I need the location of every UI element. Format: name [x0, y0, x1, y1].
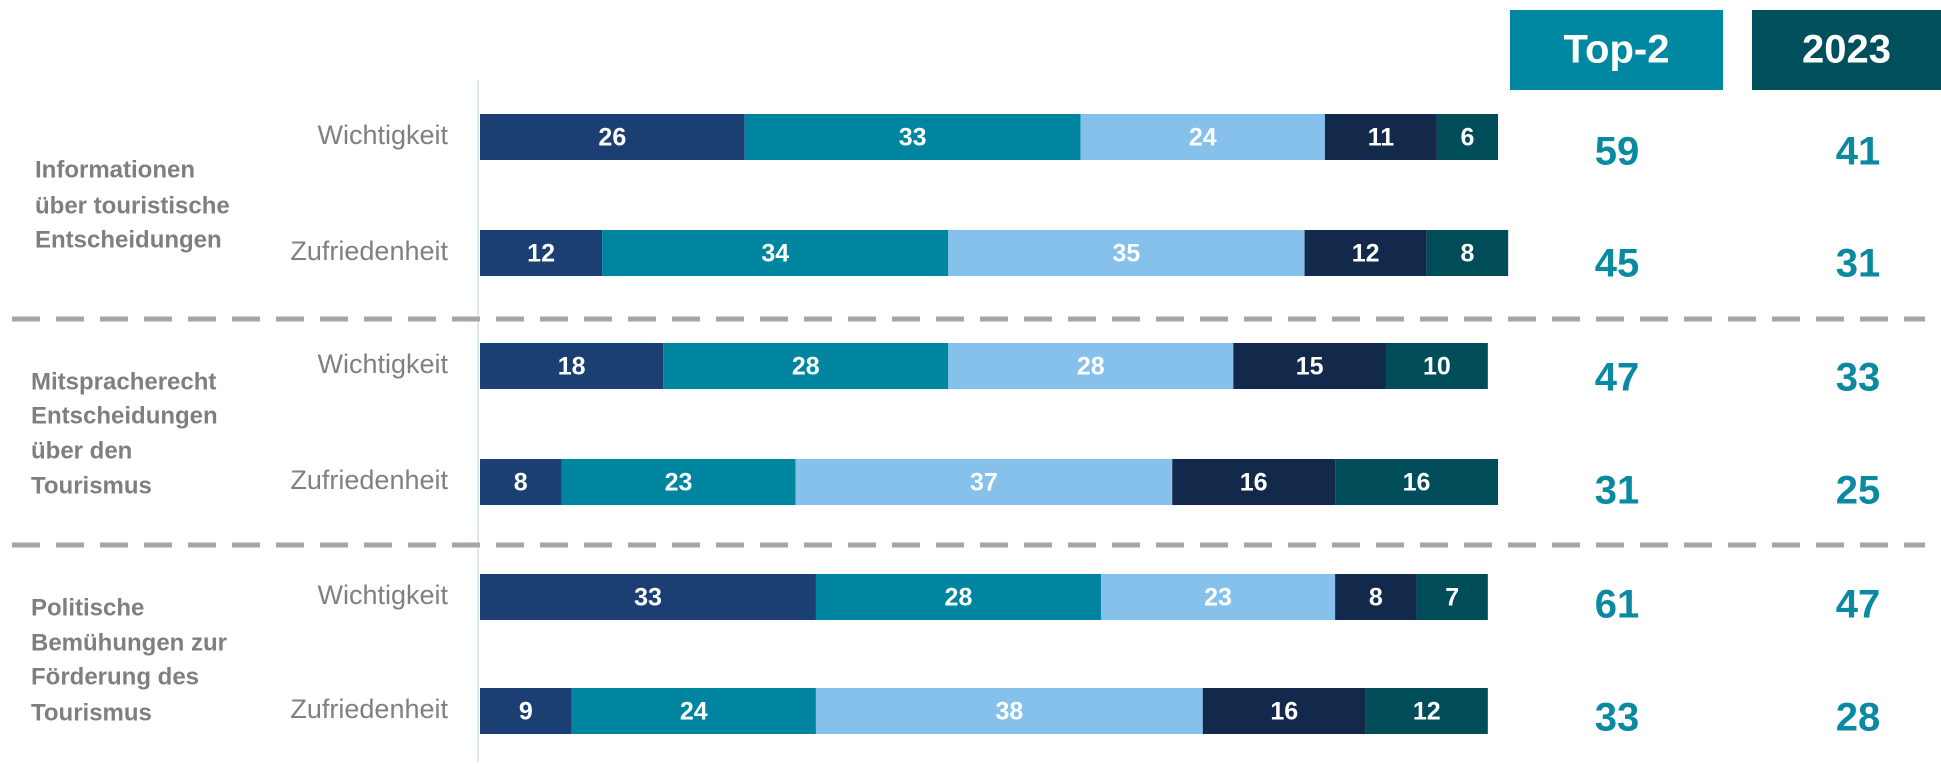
row-label: Zufriedenheit: [290, 236, 448, 266]
column-value: 47: [1836, 583, 1881, 627]
segment-label: 26: [598, 124, 626, 152]
column-header: 2023: [1802, 28, 1891, 72]
column-value: 61: [1595, 583, 1640, 627]
bar-segment: [480, 230, 603, 276]
segment-label: 24: [680, 698, 708, 726]
bar-segment: [795, 459, 1173, 505]
bar-segment: [744, 114, 1081, 160]
bar-segment: [480, 688, 572, 734]
segment-label: 28: [792, 353, 820, 381]
segment-label: 7: [1445, 584, 1459, 612]
column-header: Top-2: [1564, 28, 1670, 72]
segment-label: 24: [1189, 124, 1217, 152]
bar-segment: [1100, 574, 1336, 620]
column-value: 28: [1836, 696, 1881, 740]
bar-segment: [480, 114, 745, 160]
group-label: über den: [31, 437, 132, 464]
bar-segment: [480, 574, 816, 620]
group-label: über touristische: [35, 192, 230, 219]
group-label: Tourismus: [31, 699, 152, 726]
segment-label: 23: [665, 469, 693, 497]
column-value: 47: [1595, 356, 1640, 400]
segment-label: 16: [1270, 698, 1298, 726]
column-value: 59: [1595, 130, 1640, 174]
segment-label: 15: [1296, 353, 1324, 381]
bar-segment: [1386, 343, 1488, 389]
bar-segment: [1416, 574, 1488, 620]
column-value: 31: [1595, 469, 1640, 513]
row-label: Wichtigkeit: [317, 580, 448, 610]
segment-label: 9: [519, 698, 533, 726]
bar-segment: [1202, 688, 1366, 734]
segment-label: 28: [1077, 353, 1105, 381]
bar-segment: [571, 688, 816, 734]
column-value: 45: [1595, 242, 1640, 286]
column-value: 31: [1836, 242, 1881, 286]
segment-label: 23: [1204, 584, 1232, 612]
segment-label: 37: [970, 469, 998, 497]
column-header-box: [1752, 10, 1941, 90]
column-value: 33: [1836, 356, 1881, 400]
column-value: 33: [1595, 696, 1640, 740]
group-label: Mitspracherecht: [31, 368, 216, 395]
row-label: Zufriedenheit: [290, 694, 448, 724]
bar-segment: [561, 459, 796, 505]
column-value: 41: [1836, 130, 1881, 174]
segment-label: 6: [1461, 124, 1475, 152]
segment-label: 33: [634, 584, 662, 612]
segment-label: 12: [527, 240, 555, 268]
bar-segment: [948, 343, 1234, 389]
bar-segment: [815, 574, 1101, 620]
segment-label: 35: [1113, 240, 1141, 268]
segment-label: 16: [1240, 469, 1268, 497]
group-label: Tourismus: [31, 472, 152, 499]
bar-segment: [1080, 114, 1325, 160]
row-label: Zufriedenheit: [290, 465, 448, 495]
bar-segment: [1324, 114, 1437, 160]
bar-segment: [480, 343, 664, 389]
column-header-box: [1510, 10, 1723, 90]
segment-label: 34: [761, 240, 789, 268]
bar-segment: [948, 230, 1305, 276]
segment-label: 33: [899, 124, 927, 152]
bar-segment: [815, 688, 1203, 734]
group-label: Informationen: [35, 156, 195, 183]
segment-label: 8: [1369, 584, 1383, 612]
bar-segment: [663, 343, 949, 389]
bar-segment: [1365, 688, 1488, 734]
segment-label: 16: [1403, 469, 1431, 497]
bar-segment: [480, 459, 562, 505]
segment-label: 8: [514, 469, 528, 497]
group-label: Politische: [31, 594, 144, 621]
bar-segment: [1172, 459, 1336, 505]
segment-label: 8: [1461, 240, 1475, 268]
bar-segment: [1335, 459, 1498, 505]
bar-segment: [1304, 230, 1427, 276]
row-label: Wichtigkeit: [317, 349, 448, 379]
bar-segment: [1335, 574, 1417, 620]
bar-segment: [602, 230, 949, 276]
segment-label: 18: [558, 353, 586, 381]
group-label: Bemühungen zur: [31, 629, 227, 656]
group-label: Förderung des: [31, 663, 199, 690]
bar-segment: [1426, 230, 1509, 276]
column-value: 25: [1836, 469, 1881, 513]
segment-label: 11: [1368, 124, 1395, 152]
bar-segment: [1233, 343, 1387, 389]
bar-segment: [1436, 114, 1498, 160]
group-label: Entscheidungen: [31, 402, 218, 429]
segment-label: 10: [1423, 353, 1451, 381]
segment-label: 12: [1413, 698, 1441, 726]
row-label: Wichtigkeit: [317, 120, 448, 150]
segment-label: 38: [995, 698, 1023, 726]
segment-label: 12: [1352, 240, 1380, 268]
group-label: Entscheidungen: [35, 226, 222, 253]
segment-label: 28: [945, 584, 973, 612]
